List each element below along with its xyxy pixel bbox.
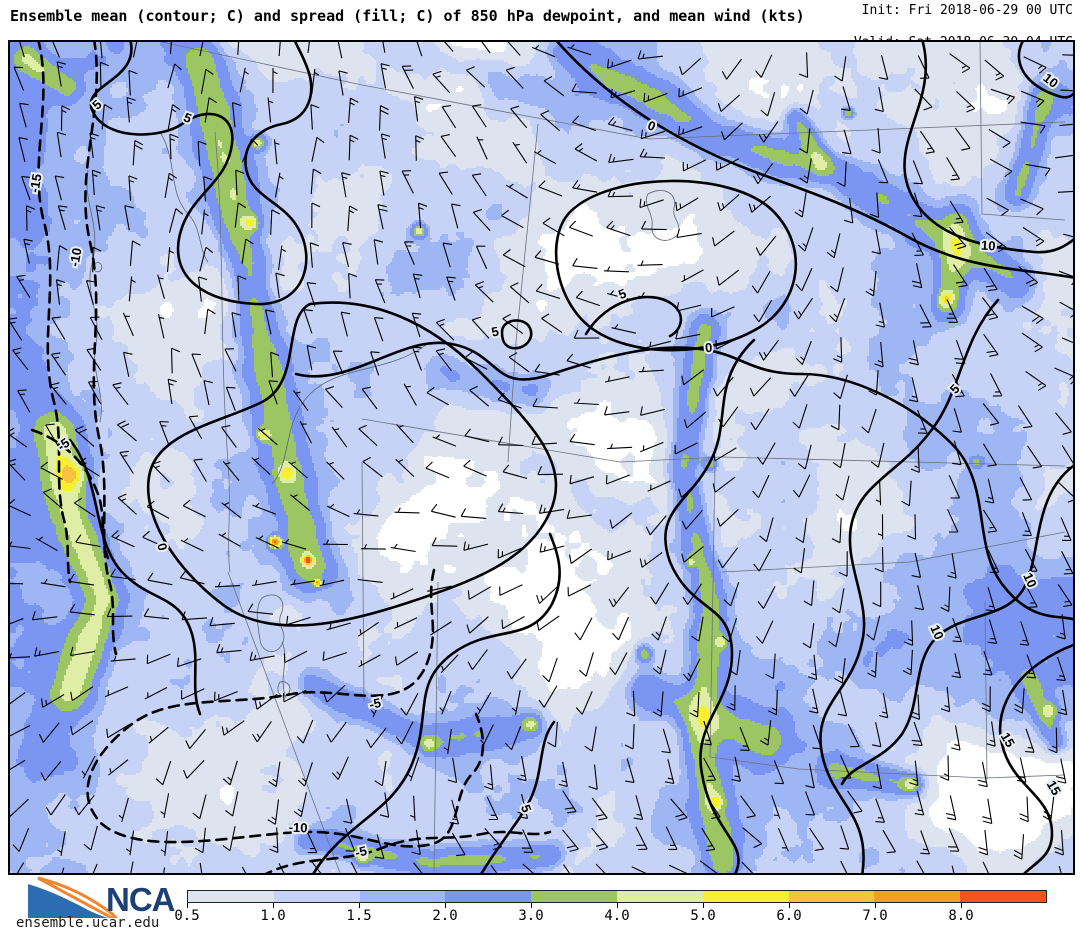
contour-line-solid bbox=[554, 179, 798, 352]
state-borders bbox=[161, 42, 1066, 873]
contour-line-solid bbox=[294, 341, 1073, 621]
water-outline bbox=[281, 641, 287, 699]
contour-label: 0 bbox=[646, 118, 658, 135]
colorbar-tick-label: 5.0 bbox=[690, 908, 716, 924]
state-border-line bbox=[507, 123, 539, 463]
contour-line-solid bbox=[312, 532, 561, 873]
lakes-rivers bbox=[86, 131, 680, 699]
contour-line-solid bbox=[664, 338, 756, 873]
colorbar-tick bbox=[617, 903, 618, 908]
contour-line-solid bbox=[146, 301, 558, 627]
contour-line-solid bbox=[998, 643, 1073, 873]
contour-label: -10 bbox=[289, 820, 308, 836]
contour-line-solid bbox=[89, 42, 313, 306]
state-border-line bbox=[979, 42, 1066, 221]
page-title: Ensemble mean (contour; C) and spread (f… bbox=[10, 7, 805, 25]
contour-line-dashed bbox=[86, 568, 485, 848]
water-outline bbox=[256, 594, 285, 652]
contour-line-solid bbox=[903, 42, 1073, 254]
colorbar-segment bbox=[788, 891, 875, 902]
weather-map: 5 5 -15 -10 0 10 10 5 5 0 0 -5 5 10 10 -5 -10 -5 5 15 15 bbox=[8, 40, 1075, 875]
init-time: Init: Fri 2018-06-29 00 UTC bbox=[861, 3, 1073, 18]
contour-line-dashed bbox=[30, 428, 110, 560]
colorbar-tick bbox=[703, 903, 704, 908]
spread-fill-canvas bbox=[10, 42, 1073, 873]
mean-contours-dashed bbox=[30, 42, 552, 873]
colorbar-tick bbox=[445, 903, 446, 908]
ncar-logo-sail bbox=[28, 884, 108, 918]
state-border-line bbox=[161, 42, 1066, 140]
colorbar-segment bbox=[616, 891, 703, 902]
colorbar-segment bbox=[188, 891, 274, 902]
state-border-line bbox=[361, 418, 1066, 467]
colorbar-tick bbox=[789, 903, 790, 908]
colorbar-tick-label: 3.0 bbox=[518, 908, 544, 924]
colorbar-segment bbox=[874, 891, 961, 902]
contour-line-dashed bbox=[265, 830, 552, 873]
colorbar-segment bbox=[273, 891, 360, 902]
colorbar-segment bbox=[359, 891, 446, 902]
state-border-line bbox=[433, 581, 439, 873]
contour-line-dashed bbox=[84, 42, 118, 656]
colorbar-tick bbox=[359, 903, 360, 908]
contour-label: 10 bbox=[927, 623, 947, 642]
colorbar-tick-label: 2.0 bbox=[432, 908, 458, 924]
state-border-line bbox=[227, 571, 341, 873]
colorbar-tick bbox=[531, 903, 532, 908]
colorbar-tick-label: 6.0 bbox=[776, 908, 802, 924]
mean-contours-solid bbox=[68, 42, 1073, 873]
contour-line-solid bbox=[68, 438, 202, 716]
state-border-line bbox=[721, 531, 1066, 573]
contour-label: 5 bbox=[490, 324, 500, 340]
contour-line-solid bbox=[1017, 42, 1073, 99]
colorbar-tick bbox=[875, 903, 876, 908]
contour-label: 5 bbox=[616, 286, 628, 303]
contour-label: 10 bbox=[1040, 70, 1061, 91]
contour-label: 0 bbox=[705, 340, 713, 355]
state-border-line bbox=[984, 601, 988, 780]
ncar-logo-arc bbox=[37, 876, 118, 918]
site-url: ensemble.ucar.edu bbox=[16, 915, 160, 931]
colorbar-segment bbox=[531, 891, 617, 902]
colorbar-segment bbox=[702, 891, 789, 902]
contour-label: 10 bbox=[981, 238, 996, 254]
contour-line-dashed bbox=[37, 42, 72, 584]
contour-line-solid bbox=[555, 42, 1073, 279]
contour-line-solid bbox=[840, 464, 1073, 786]
colorbar-tick-label: 0.5 bbox=[174, 908, 200, 924]
colorbar-segments bbox=[187, 890, 1047, 903]
colorbar-segment bbox=[960, 891, 1046, 902]
colorbar-tick-label: 7.0 bbox=[862, 908, 888, 924]
colorbar-tick-label: 1.5 bbox=[346, 908, 372, 924]
wind-barbs bbox=[10, 42, 1073, 873]
contour-label: -15 bbox=[27, 173, 45, 194]
colorbar-tick bbox=[273, 903, 274, 908]
water-outline bbox=[271, 341, 431, 485]
ncar-logo: NCAR bbox=[28, 876, 176, 918]
state-border-line bbox=[361, 461, 365, 703]
colorbar-segment bbox=[445, 891, 532, 902]
ncar-logo-text: NCAR bbox=[106, 881, 176, 918]
colorbar-tick-label: 8.0 bbox=[948, 908, 974, 924]
state-border-line bbox=[214, 131, 231, 573]
contour-line-solid bbox=[480, 720, 556, 873]
colorbar-tick-label: 4.0 bbox=[604, 908, 630, 924]
colorbar-tick bbox=[187, 903, 188, 908]
colorbar-tick-label: 1.0 bbox=[260, 908, 286, 924]
contour-line-solid bbox=[584, 295, 683, 338]
contour-line-solid bbox=[819, 298, 1000, 873]
contour-line-solid bbox=[500, 319, 533, 350]
contour-label: 15 bbox=[1044, 778, 1064, 798]
water-outline bbox=[645, 190, 680, 241]
contour-label: -5 bbox=[353, 843, 368, 860]
colorbar-tick bbox=[961, 903, 962, 908]
colorbar: 0.5 1.0 1.5 2.0 3.0 4.0 5.0 6.0 7.0 8.0 bbox=[174, 890, 1047, 930]
contour-label: -10 bbox=[67, 247, 85, 268]
contour-label: -5 bbox=[368, 695, 382, 712]
